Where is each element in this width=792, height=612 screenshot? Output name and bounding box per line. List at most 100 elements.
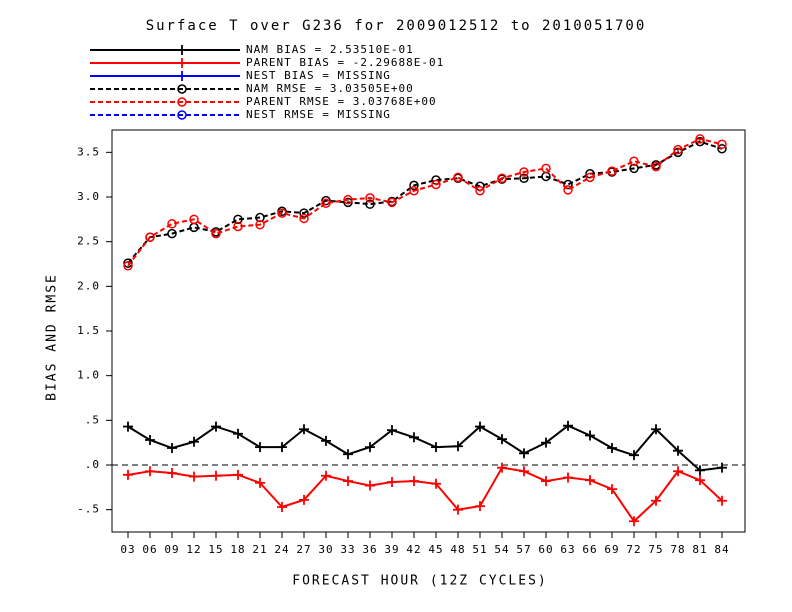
point-marker: [695, 136, 705, 147]
x-tick-label: 12: [186, 543, 201, 556]
x-tick-label: 27: [296, 543, 311, 556]
point-marker: [123, 258, 133, 268]
point-marker: [431, 442, 441, 453]
point-marker: [717, 144, 727, 154]
y-axis-label: BIAS AND RMSE: [45, 273, 60, 401]
point-marker: [211, 421, 221, 432]
y-tick-label: .0: [85, 458, 100, 471]
point-marker: [519, 448, 529, 459]
x-tick-label: 30: [318, 543, 333, 556]
point-marker: [189, 471, 199, 482]
legend-marker: [177, 84, 187, 94]
x-tick-label: 18: [230, 543, 245, 556]
y-tick-label: 1.0: [77, 369, 100, 382]
x-tick-label: 24: [274, 543, 289, 556]
point-marker: [717, 495, 727, 506]
x-tick-label: 45: [428, 543, 443, 556]
series-line: [127, 466, 723, 523]
point-marker: [585, 430, 595, 441]
point-marker: [233, 214, 243, 225]
point-marker: [255, 477, 265, 488]
point-marker: [255, 212, 265, 223]
point-marker: [629, 450, 639, 461]
y-tick-label: 3.5: [77, 145, 100, 158]
point-marker: [167, 228, 177, 239]
point-marker: [277, 208, 287, 218]
series-line: [127, 424, 723, 472]
y-tick-label: 2.0: [77, 279, 100, 292]
point-marker: [167, 468, 177, 479]
point-marker: [607, 484, 617, 495]
point-marker: [651, 424, 661, 435]
point-marker: [651, 495, 661, 506]
legend-marker: [177, 71, 187, 81]
point-marker: [343, 476, 353, 487]
point-marker: [167, 443, 177, 454]
point-marker: [299, 494, 309, 505]
point-marker: [497, 434, 507, 445]
point-marker: [343, 194, 353, 205]
x-tick-label: 36: [362, 543, 377, 556]
point-marker: [343, 197, 353, 208]
point-marker: [607, 443, 617, 454]
chart-title: Surface T over G236 for 2009012512 to 20…: [146, 18, 647, 34]
point-marker: [211, 228, 221, 239]
point-marker: [145, 434, 155, 445]
point-marker: [519, 173, 529, 183]
point-marker: [541, 437, 551, 448]
point-marker: [629, 516, 639, 527]
point-marker: [453, 441, 463, 452]
x-tick-label: 09: [164, 543, 179, 556]
point-marker: [673, 144, 683, 155]
point-marker: [563, 179, 573, 190]
legend-label: NEST RMSE = MISSING: [246, 108, 391, 121]
legend-label: NAM BIAS = 2.53510E-01: [246, 43, 414, 56]
x-tick-label: 21: [252, 543, 267, 556]
legend-label: PARENT BIAS = -2.29688E-01: [246, 56, 444, 69]
y-tick-label: 1.5: [77, 324, 100, 337]
point-marker: [277, 501, 287, 512]
point-marker: [695, 465, 705, 476]
point-marker: [365, 480, 375, 491]
y-tick-label: 2.5: [77, 235, 100, 248]
x-tick-label: 33: [340, 543, 355, 556]
point-marker: [563, 472, 573, 483]
point-marker: [321, 195, 331, 206]
point-marker: [299, 424, 309, 435]
x-tick-label: 42: [406, 543, 421, 556]
point-marker: [695, 134, 705, 144]
point-marker: [497, 173, 507, 183]
point-marker: [695, 475, 705, 486]
point-marker: [651, 161, 661, 172]
point-marker: [409, 180, 419, 191]
y-tick-label: -.5: [77, 503, 100, 516]
x-tick-label: 69: [604, 543, 619, 556]
legend-marker: [177, 45, 187, 55]
legend-label: NEST BIAS = MISSING: [246, 69, 391, 82]
point-marker: [475, 421, 485, 432]
point-marker: [431, 179, 441, 190]
x-tick-label: 51: [472, 543, 487, 556]
point-marker: [453, 172, 463, 183]
point-marker: [233, 221, 243, 232]
point-marker: [629, 156, 639, 167]
point-marker: [563, 185, 573, 195]
point-marker: [167, 219, 177, 229]
point-marker: [453, 504, 463, 515]
point-marker: [475, 501, 485, 512]
x-tick-label: 03: [120, 543, 135, 556]
point-marker: [519, 167, 529, 177]
point-marker: [409, 432, 419, 443]
point-marker: [585, 172, 595, 183]
legend-label: NAM RMSE = 3.03505E+00: [246, 82, 414, 95]
point-marker: [233, 469, 243, 480]
point-marker: [189, 214, 199, 225]
x-tick-label: 60: [538, 543, 553, 556]
point-marker: [145, 232, 155, 242]
series-line: [127, 140, 723, 264]
point-marker: [409, 185, 419, 196]
point-marker: [541, 476, 551, 487]
point-marker: [365, 442, 375, 453]
point-marker: [255, 442, 265, 453]
point-marker: [123, 261, 133, 271]
